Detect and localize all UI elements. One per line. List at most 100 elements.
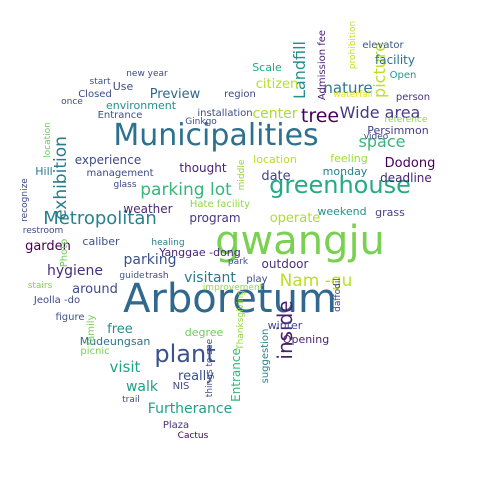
cloud-word: operate <box>270 211 321 226</box>
cloud-word: healing <box>151 238 184 248</box>
cloud-word: Photo <box>59 239 70 268</box>
cloud-word: Closed <box>78 89 112 100</box>
cloud-word: Use <box>113 80 134 93</box>
cloud-word: trash <box>145 271 168 281</box>
cloud-word: plant <box>154 340 215 368</box>
cloud-word: waterfall <box>333 90 372 100</box>
cloud-word: Yanggae -dong <box>158 246 241 259</box>
cloud-word: parking lot <box>140 180 232 200</box>
cloud-word: Landfill <box>290 41 309 99</box>
cloud-word: middle <box>237 159 247 190</box>
cloud-word: prohibition <box>348 21 358 69</box>
cloud-word: Wide area <box>340 103 421 122</box>
cloud-word: center <box>252 106 297 122</box>
cloud-word: program <box>189 211 240 225</box>
cloud-word: winter <box>268 319 303 332</box>
cloud-word: weekend <box>317 205 366 218</box>
cloud-word: environment <box>106 99 177 112</box>
cloud-word: tree <box>301 105 339 127</box>
cloud-word: picture <box>370 42 389 98</box>
cloud-word: caliber <box>82 235 120 248</box>
cloud-word: figure <box>55 312 84 323</box>
cloud-word: person <box>396 92 430 103</box>
cloud-word: Thanksgiving <box>236 290 246 351</box>
cloud-word: hygiene <box>47 263 103 279</box>
cloud-word: Opening <box>283 333 329 346</box>
cloud-word: Entrance <box>98 110 143 121</box>
cloud-word: reference <box>385 115 428 125</box>
cloud-word: outdoor <box>262 257 309 271</box>
cloud-word: video <box>364 132 389 142</box>
cloud-word: picnic <box>80 346 109 357</box>
cloud-word: guide <box>119 271 145 281</box>
cloud-word: Hate facility <box>190 199 250 210</box>
cloud-word: things to see <box>205 338 215 397</box>
cloud-word: stairs <box>28 281 53 291</box>
cloud-word: greenhouse <box>269 171 411 199</box>
cloud-word: parking <box>124 252 177 268</box>
cloud-word: date <box>261 169 290 184</box>
cloud-word: daffodil <box>333 278 343 312</box>
cloud-word: trail <box>122 395 140 405</box>
cloud-word: NIS <box>173 381 190 392</box>
cloud-word: around <box>72 282 118 297</box>
cloud-word: Persimmon <box>367 124 428 137</box>
cloud-word: deadline <box>380 171 432 185</box>
cloud-word: visitant <box>184 270 236 286</box>
cloud-word: walk <box>126 379 159 395</box>
cloud-word: Dodong <box>385 156 436 171</box>
cloud-word: thought <box>179 161 226 175</box>
cloud-word: elevator <box>362 40 404 51</box>
cloud-word: exhibition <box>51 136 71 220</box>
cloud-word: free <box>107 322 133 337</box>
cloud-word: restroom <box>23 226 64 236</box>
cloud-word: installation <box>197 108 252 119</box>
cloud-word: feeling <box>330 152 367 165</box>
cloud-word: Municipalities <box>113 118 318 153</box>
cloud-word: family <box>86 314 97 345</box>
cloud-word: grass <box>375 206 405 219</box>
cloud-word: management <box>87 168 154 179</box>
cloud-word: gwangju <box>215 218 385 264</box>
cloud-word: Plaza <box>163 420 189 431</box>
cloud-word: Cactus <box>178 431 209 441</box>
cloud-word: weather <box>123 202 172 216</box>
cloud-word: really <box>178 369 214 384</box>
cloud-word: park <box>228 257 249 267</box>
cloud-word: recognize <box>20 178 30 222</box>
cloud-word: visit <box>110 358 141 376</box>
cloud-word: glass <box>113 180 136 190</box>
cloud-word: Mudeungsan <box>80 335 151 348</box>
cloud-word: citizen <box>256 77 299 92</box>
cloud-word: Hill <box>35 165 52 178</box>
cloud-word: nature <box>323 79 372 97</box>
cloud-word: location <box>253 153 297 166</box>
cloud-word: Arboretum <box>123 276 337 322</box>
cloud-word: degree <box>185 326 224 339</box>
cloud-word: improvement <box>203 283 264 293</box>
cloud-word: play <box>246 274 267 285</box>
cloud-word: new year <box>126 69 168 79</box>
cloud-word: inside <box>273 300 297 359</box>
cloud-word: Admission fee <box>317 30 328 100</box>
cloud-word: suggestion <box>260 329 271 384</box>
cloud-word: Nam -gu <box>280 271 353 291</box>
cloud-word: start <box>90 77 111 87</box>
cloud-word: region <box>224 89 256 100</box>
cloud-word: Jeolla -do <box>33 295 80 306</box>
cloud-word: Ginkgo <box>185 117 217 127</box>
cloud-word: space <box>359 132 406 151</box>
cloud-word: Entrance <box>229 348 243 402</box>
cloud-word: location <box>43 122 53 158</box>
cloud-word: monday <box>323 165 368 178</box>
cloud-word: facility <box>375 53 415 67</box>
cloud-word: once <box>61 97 83 107</box>
cloud-word: Furtherance <box>148 401 232 417</box>
cloud-word: experience <box>75 153 142 167</box>
cloud-word: garden <box>25 239 71 254</box>
cloud-word: Metropolitan <box>43 208 157 229</box>
cloud-word: Preview <box>150 87 201 102</box>
cloud-word: Scale <box>252 61 282 74</box>
cloud-word: Open <box>390 70 417 81</box>
